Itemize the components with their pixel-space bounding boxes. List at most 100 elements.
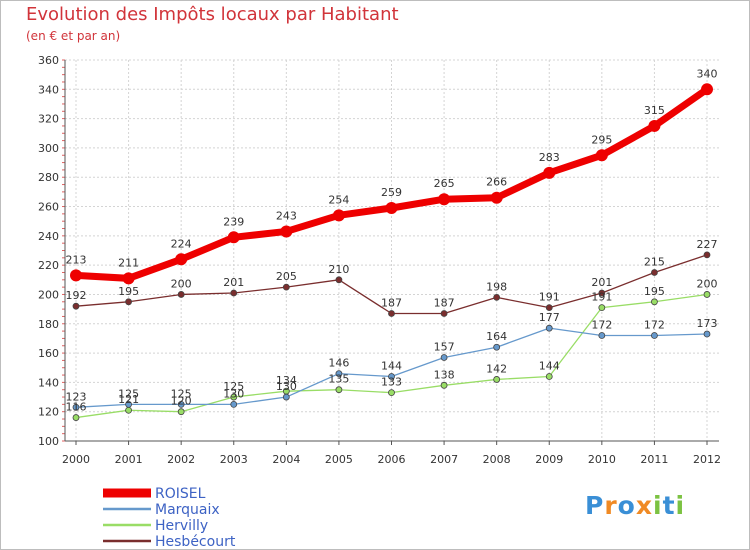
data-point xyxy=(493,343,501,351)
data-label: 135 xyxy=(328,373,349,386)
data-label: 144 xyxy=(381,360,402,373)
series-hesbécourt xyxy=(72,251,711,317)
data-point xyxy=(703,330,711,338)
data-point xyxy=(440,381,448,389)
logo-letter: t xyxy=(662,491,676,520)
chart-subtitle: (en € et par an) xyxy=(26,29,121,43)
data-label: 224 xyxy=(171,237,192,250)
data-label: 187 xyxy=(434,297,455,310)
y-tick-label: 240 xyxy=(38,230,59,243)
data-point xyxy=(72,414,80,421)
data-label: 211 xyxy=(118,256,139,269)
data-point xyxy=(335,276,343,284)
x-tick-label: 2010 xyxy=(588,453,616,466)
data-label: 192 xyxy=(66,289,87,302)
data-point xyxy=(388,389,395,397)
x-tick-label: 2004 xyxy=(272,453,300,466)
data-point xyxy=(227,231,240,244)
data-point xyxy=(125,406,132,414)
data-label: 133 xyxy=(381,376,402,389)
data-point xyxy=(651,332,658,339)
data-point xyxy=(230,393,238,401)
data-label: 177 xyxy=(539,311,560,324)
data-label: 138 xyxy=(434,368,455,381)
data-label: 239 xyxy=(223,215,244,228)
y-tick-label: 200 xyxy=(38,288,59,301)
data-label: 125 xyxy=(118,387,139,400)
data-label: 191 xyxy=(539,291,560,304)
data-point xyxy=(282,393,290,401)
y-tick-label: 360 xyxy=(38,54,59,67)
data-point xyxy=(332,209,345,222)
x-tick-label: 2000 xyxy=(62,453,90,466)
logo-letter: r xyxy=(604,491,618,520)
data-point xyxy=(545,304,553,312)
series-roisel xyxy=(70,83,713,285)
data-point xyxy=(335,370,343,377)
y-tick-label: 320 xyxy=(38,113,59,126)
data-point xyxy=(177,291,185,298)
data-point xyxy=(70,269,82,282)
y-tick-label: 260 xyxy=(38,201,59,214)
x-tick-label: 2003 xyxy=(220,453,248,466)
data-label: 243 xyxy=(276,209,297,222)
data-label: 146 xyxy=(328,357,349,370)
data-point xyxy=(177,408,185,416)
data-point xyxy=(651,269,658,276)
data-label: 340 xyxy=(697,67,718,80)
data-label: 121 xyxy=(118,393,139,406)
legend-label: Marquaix xyxy=(155,502,220,518)
data-label: 125 xyxy=(223,380,244,393)
x-tick-label: 2005 xyxy=(325,453,353,466)
data-label: 266 xyxy=(486,176,507,189)
data-label: 125 xyxy=(171,387,192,400)
legend-item: Hervilly xyxy=(103,518,208,534)
data-label: 130 xyxy=(276,380,297,393)
logo-letter: i xyxy=(653,491,663,520)
x-tick-label: 2011 xyxy=(640,453,668,466)
data-point xyxy=(388,310,395,317)
data-label: 201 xyxy=(223,276,244,289)
data-label: 130 xyxy=(223,387,244,400)
data-label: 213 xyxy=(66,253,87,266)
data-point xyxy=(125,298,132,306)
data-point xyxy=(282,283,290,291)
data-point xyxy=(125,400,132,408)
data-point xyxy=(598,289,606,297)
data-label: 142 xyxy=(486,362,507,375)
legend-item: Hesbécourt xyxy=(103,534,236,549)
data-point xyxy=(388,373,395,380)
x-tick-label: 2007 xyxy=(430,453,458,466)
legend-label: ROISEL xyxy=(155,486,206,502)
series-marquaix xyxy=(72,324,711,411)
data-label: 259 xyxy=(381,186,402,199)
logo-letter: i xyxy=(675,491,686,520)
data-point xyxy=(545,324,553,332)
data-point xyxy=(595,149,608,162)
data-label: 295 xyxy=(591,133,612,146)
data-label: 215 xyxy=(644,255,665,268)
data-label: 265 xyxy=(434,177,455,190)
data-point xyxy=(651,298,658,306)
data-label: 116 xyxy=(66,401,87,414)
data-point xyxy=(493,376,501,383)
y-tick-label: 100 xyxy=(38,435,59,448)
data-label: 200 xyxy=(171,277,192,290)
data-point xyxy=(440,354,448,361)
data-label: 315 xyxy=(644,104,665,117)
data-point xyxy=(545,373,553,380)
data-point xyxy=(438,193,451,206)
logo-letter: P xyxy=(585,491,605,520)
data-point xyxy=(703,251,711,259)
y-tick-label: 280 xyxy=(38,171,59,184)
data-label: 227 xyxy=(697,238,718,251)
data-point xyxy=(648,119,661,132)
data-label: 144 xyxy=(539,360,560,373)
data-label: 172 xyxy=(644,318,665,331)
y-tick-label: 300 xyxy=(38,142,59,155)
data-point xyxy=(701,83,713,96)
data-point xyxy=(72,302,80,310)
data-label: 172 xyxy=(591,318,612,331)
data-label: 198 xyxy=(486,280,507,293)
data-point xyxy=(493,293,501,301)
